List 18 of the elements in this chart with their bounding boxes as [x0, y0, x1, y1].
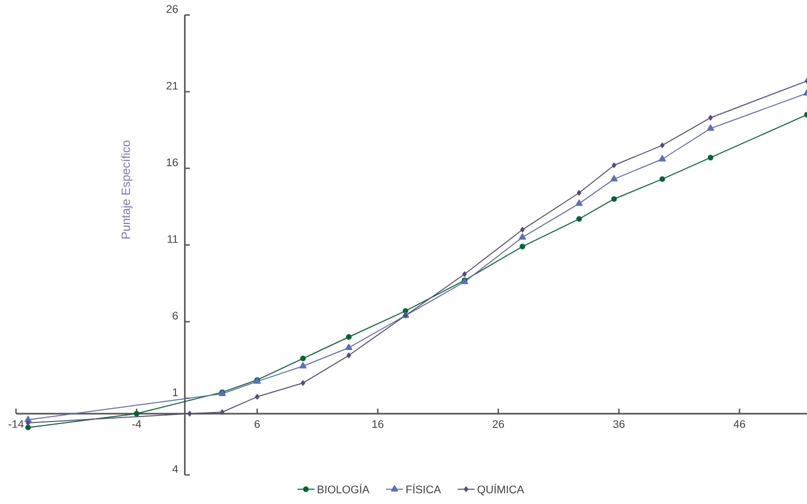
y-tick-label: 6 [172, 312, 178, 320]
x-tick-label: 36 [613, 420, 625, 428]
y-tick-label: 1 [173, 388, 178, 396]
x-tick-label: -14 [8, 420, 24, 428]
y-tick-label: 26 [166, 5, 178, 13]
legend-label: QUÍMICA [478, 484, 524, 496]
x-tick-label: 16 [372, 420, 384, 428]
x-tick-label: -4 [132, 420, 142, 428]
y-axis-title: Puntaje Específico [121, 140, 132, 239]
y-tick-label: 4 [172, 465, 178, 473]
x-tick-label: 26 [492, 420, 504, 428]
x-tick-label: 6 [254, 420, 260, 428]
legend-label: FÍSICA [406, 484, 441, 494]
y-tick-label: 11 [168, 235, 178, 243]
legend-label: BIOLOGÍA [318, 484, 370, 494]
y-tick-label: 21 [166, 82, 178, 90]
y-tick-label: 16 [166, 158, 178, 166]
x-tick-label: 46 [734, 420, 746, 428]
